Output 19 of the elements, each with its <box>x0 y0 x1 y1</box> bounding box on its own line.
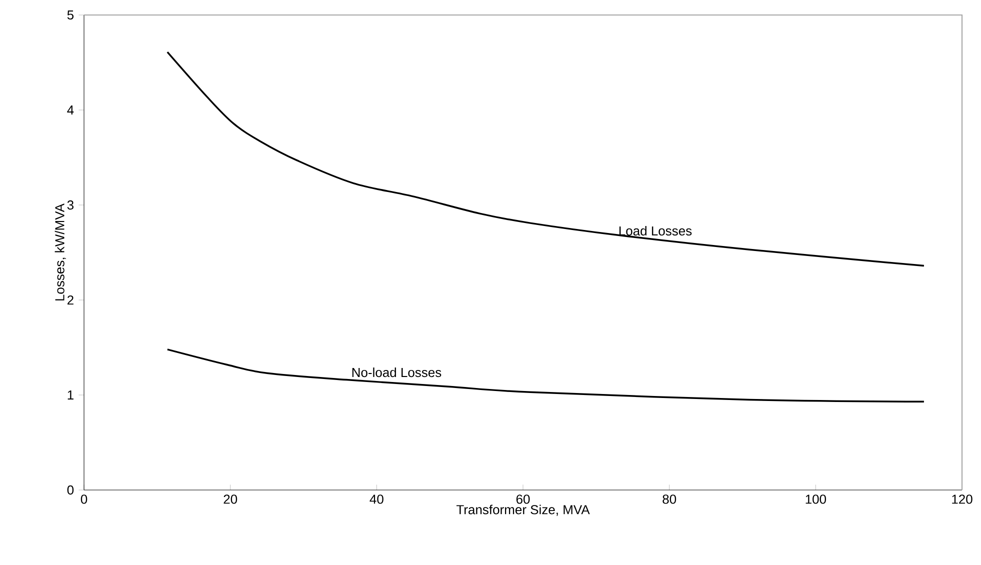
x-axis-title: Transformer Size, MVA <box>456 504 590 516</box>
line-series <box>166 348 925 403</box>
x-tick-label: 20 <box>224 494 238 504</box>
annotation: Load Losses <box>619 226 692 236</box>
line-series <box>166 51 925 267</box>
y-tick-label: 1 <box>68 390 74 400</box>
x-tick-label: 80 <box>662 494 676 504</box>
y-tick-label: 5 <box>67 10 74 20</box>
y-tick-label: 2 <box>67 295 74 305</box>
x-tick-label: 0 <box>80 494 88 504</box>
x-tick-label: 40 <box>370 494 384 504</box>
x-tick-label: 120 <box>952 494 972 504</box>
annotation: No-load Losses <box>352 368 442 378</box>
y-tick-label: 4 <box>67 106 74 114</box>
x-tick-label: 60 <box>516 494 530 504</box>
x-tick-label: 100 <box>806 494 826 504</box>
y-tick-label: 0 <box>67 485 74 495</box>
y-tick-label: 3 <box>67 200 74 210</box>
y-axis-title: Losses, kW/MVA <box>54 204 66 300</box>
